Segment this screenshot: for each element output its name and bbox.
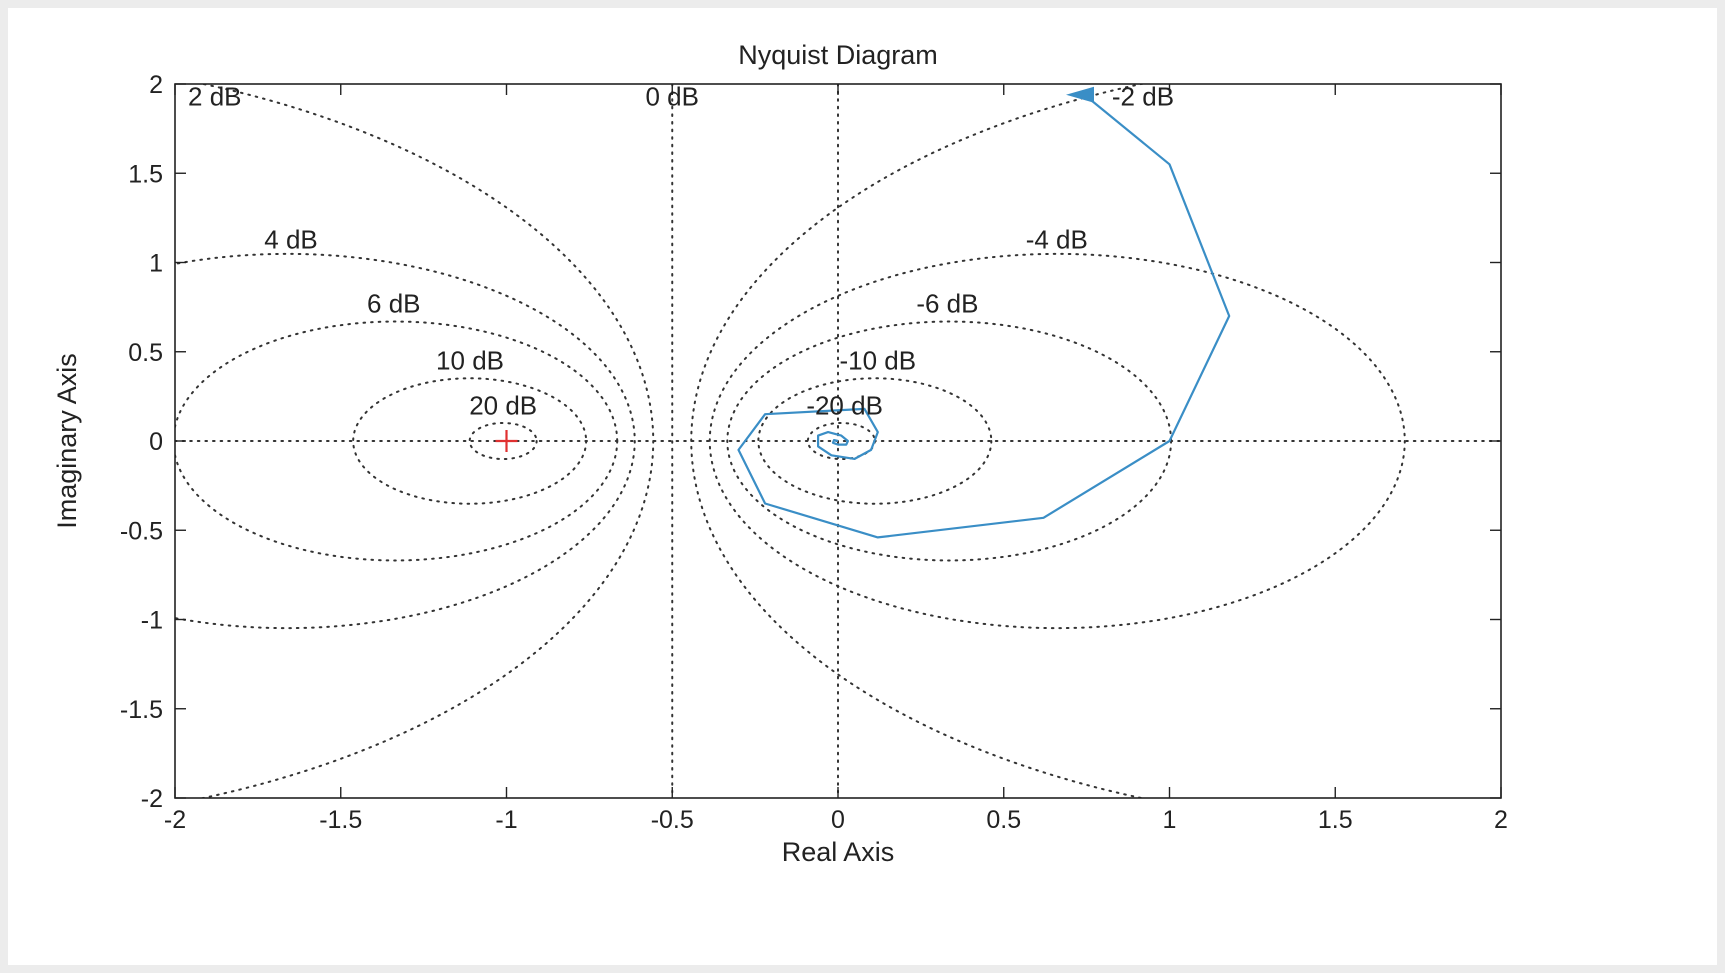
x-tick-label: 1.5 <box>1318 806 1353 834</box>
y-tick-label: 0.5 <box>128 339 163 367</box>
mcircle-4db <box>175 252 636 630</box>
mcircle-label: -20 dB <box>806 390 883 420</box>
x-tick-label: 2 <box>1494 806 1508 834</box>
y-tick-label: -2 <box>141 785 163 813</box>
nyquist-curve <box>737 93 1231 539</box>
mcircle-label: -6 dB <box>916 289 978 319</box>
mcircle-label: 10 dB <box>436 346 504 376</box>
figure: 2 dB 0 dB -2 dB 4 dB -4 dB 6 dB -6 dB 10 dB -10 … <box>8 8 1717 965</box>
x-tick-label: 1 <box>1163 806 1177 834</box>
mcircle-20db <box>468 421 538 461</box>
y-tick-label: -0.5 <box>120 517 163 545</box>
y-tick-label: 1.5 <box>128 160 163 188</box>
x-tick-label: 0.5 <box>986 806 1021 834</box>
x-tick-label: 0 <box>831 806 845 834</box>
mcircle-label: -4 dB <box>1026 224 1088 254</box>
mcircle-label: -10 dB <box>839 346 916 376</box>
y-tick-label: 1 <box>149 250 163 278</box>
y-tick-label: -1.5 <box>120 696 163 724</box>
axes: -2 -1.5 -1 -0.5 0 0.5 1 1.5 2 -2 -1.5 -1 -0.5 0 0.5 1 1.… <box>120 71 1508 834</box>
mcircle-label: 2 dB <box>188 81 242 111</box>
mcircle-label: 6 dB <box>367 289 421 319</box>
x-tick-label: -1.5 <box>319 806 362 834</box>
x-tick-label: -1 <box>495 806 517 834</box>
y-tick-label: -1 <box>141 607 163 635</box>
y-tick-label: 0 <box>149 428 163 456</box>
mcircle-label: -2 dB <box>1112 81 1174 111</box>
direction-arrow <box>1065 86 1094 103</box>
chart-title: Nyquist Diagram <box>738 40 938 70</box>
y-axis-label: Imaginary Axis <box>52 353 82 529</box>
mcircle-label: 20 dB <box>469 390 537 420</box>
mcircle-neg10db <box>757 377 993 505</box>
x-axis-label: Real Axis <box>782 837 895 867</box>
mcircle-label: 4 dB <box>264 224 318 254</box>
series-layer <box>495 86 1231 539</box>
x-tick-label: -2 <box>164 806 186 834</box>
y-tick-label: 2 <box>149 71 163 99</box>
mcircle-neg4db <box>708 252 1406 630</box>
x-tick-label: -0.5 <box>651 806 694 834</box>
